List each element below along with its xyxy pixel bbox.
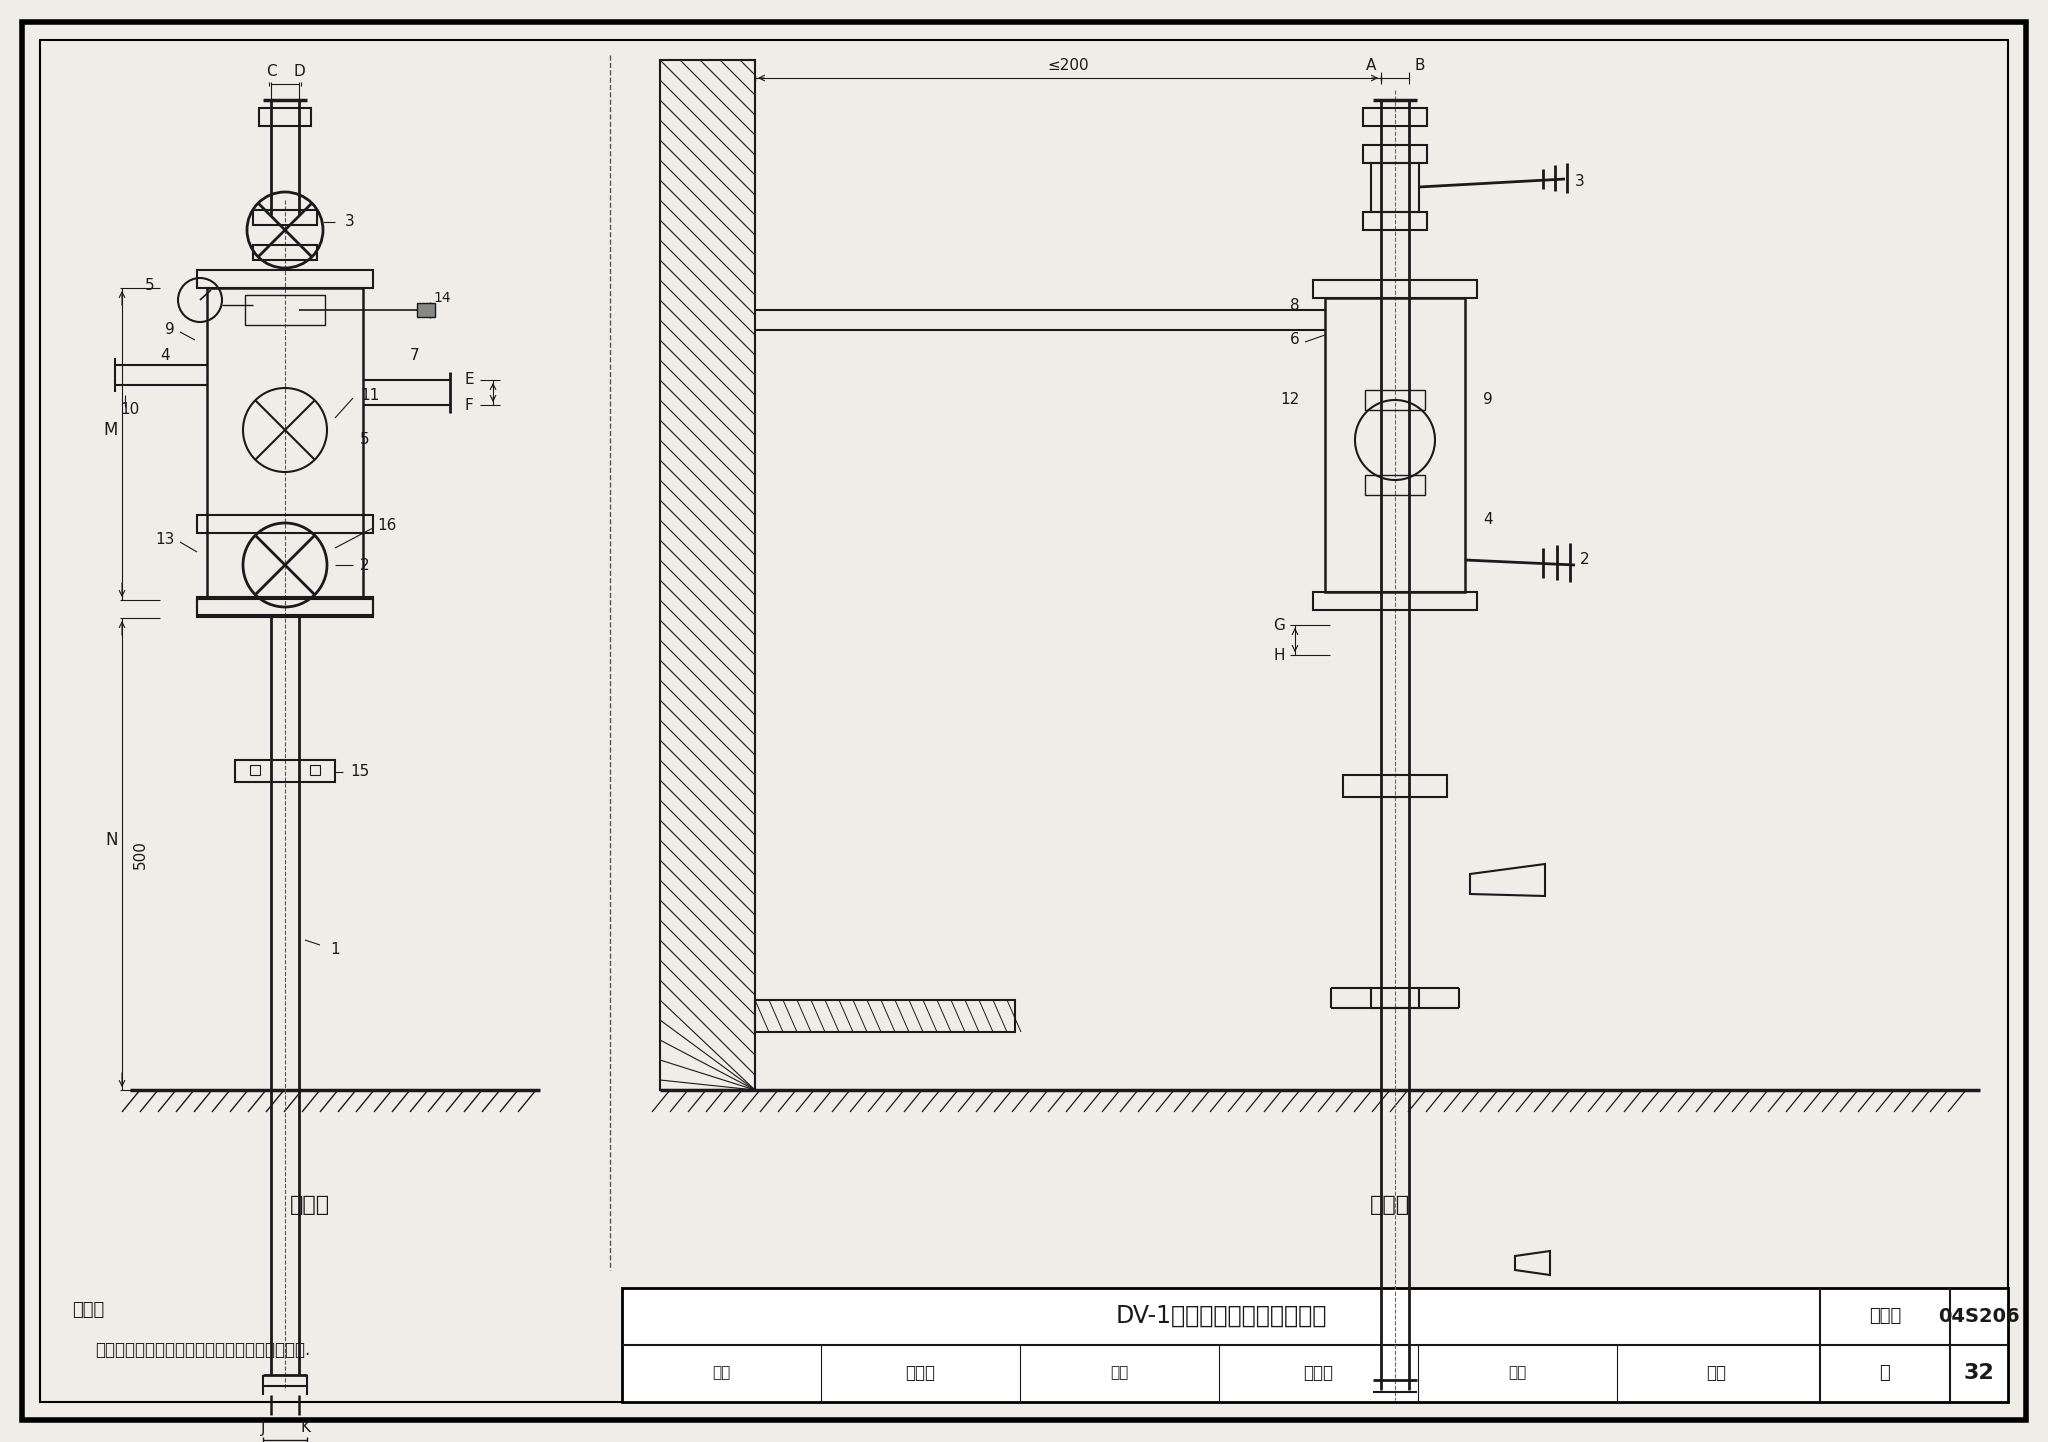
Bar: [1370, 988, 1419, 1008]
Bar: [309, 766, 319, 774]
Bar: [258, 108, 311, 125]
Bar: [254, 245, 317, 260]
Text: 9: 9: [166, 323, 174, 337]
Text: G: G: [1274, 617, 1284, 633]
Text: E: E: [465, 372, 475, 388]
Bar: [1364, 146, 1427, 163]
Bar: [197, 515, 373, 534]
Bar: [1313, 593, 1477, 610]
Bar: [197, 597, 373, 614]
Text: N: N: [106, 831, 119, 849]
Text: D: D: [293, 65, 305, 79]
Text: 15: 15: [350, 763, 369, 779]
Text: 页: 页: [1880, 1364, 1890, 1381]
Text: 乙仹钟: 乙仹钟: [905, 1364, 936, 1381]
Text: DV-1系列雨淋报警阀组安装图: DV-1系列雨淋报警阀组安装图: [1116, 1304, 1327, 1328]
Text: 4: 4: [160, 348, 170, 362]
Text: 审核: 审核: [713, 1366, 731, 1380]
Text: C: C: [266, 65, 276, 79]
Text: 10: 10: [121, 402, 139, 418]
Bar: [1364, 108, 1427, 125]
Text: K: K: [299, 1420, 309, 1435]
Bar: [418, 303, 434, 317]
Bar: [1364, 212, 1427, 231]
Text: 本图根据泰科中央喂宝公司提供的技术资料绘制.: 本图根据泰科中央喂宝公司提供的技术资料绘制.: [94, 1341, 309, 1358]
Text: M: M: [104, 421, 119, 438]
Text: 8: 8: [1290, 297, 1300, 313]
Text: 正视图: 正视图: [291, 1195, 330, 1216]
Text: 2: 2: [1579, 552, 1589, 568]
Bar: [207, 288, 362, 597]
Text: 5: 5: [145, 277, 156, 293]
Text: 乙叫纲: 乙叫纲: [1303, 1364, 1333, 1381]
Bar: [197, 598, 373, 617]
Bar: [254, 211, 317, 225]
Text: 14: 14: [432, 291, 451, 306]
Bar: [623, 1288, 2007, 1402]
Bar: [197, 270, 373, 288]
Text: 3: 3: [1575, 174, 1585, 189]
Text: 7: 7: [410, 348, 420, 362]
Bar: [659, 61, 756, 1090]
Text: 4: 4: [1483, 512, 1493, 528]
Text: 3: 3: [344, 215, 354, 229]
Text: 图集号: 图集号: [1870, 1306, 1901, 1325]
Text: 设计: 设计: [1507, 1366, 1526, 1380]
Text: 校对: 校对: [1110, 1366, 1128, 1380]
Bar: [1366, 389, 1425, 410]
Text: 9: 9: [1483, 392, 1493, 408]
Text: A: A: [1366, 58, 1376, 72]
Text: B: B: [1413, 58, 1425, 72]
Bar: [756, 999, 1016, 1032]
Text: 13: 13: [156, 532, 174, 548]
Bar: [1313, 280, 1477, 298]
Text: 1: 1: [330, 943, 340, 957]
Bar: [1325, 298, 1464, 593]
Bar: [1366, 474, 1425, 495]
Text: 说明：: 说明：: [72, 1301, 104, 1319]
Text: 04S206: 04S206: [1937, 1306, 2019, 1325]
Text: 12: 12: [1280, 392, 1300, 408]
Text: 5: 5: [360, 433, 369, 447]
Text: 11: 11: [360, 388, 379, 402]
Text: F: F: [465, 398, 473, 412]
Text: 2: 2: [360, 558, 369, 572]
Bar: [246, 296, 326, 324]
Bar: [1370, 163, 1419, 212]
Bar: [250, 766, 260, 774]
Text: J: J: [260, 1420, 266, 1435]
Text: 典朦: 典朦: [1706, 1364, 1726, 1381]
Text: 6: 6: [1290, 333, 1300, 348]
Text: 侧视图: 侧视图: [1370, 1195, 1411, 1216]
Text: ≤200: ≤200: [1047, 58, 1090, 72]
Bar: [236, 760, 336, 782]
Text: 16: 16: [377, 518, 397, 532]
Text: 32: 32: [1964, 1363, 1995, 1383]
Bar: [1343, 774, 1448, 797]
Text: H: H: [1274, 647, 1284, 662]
Text: 500: 500: [133, 841, 147, 870]
